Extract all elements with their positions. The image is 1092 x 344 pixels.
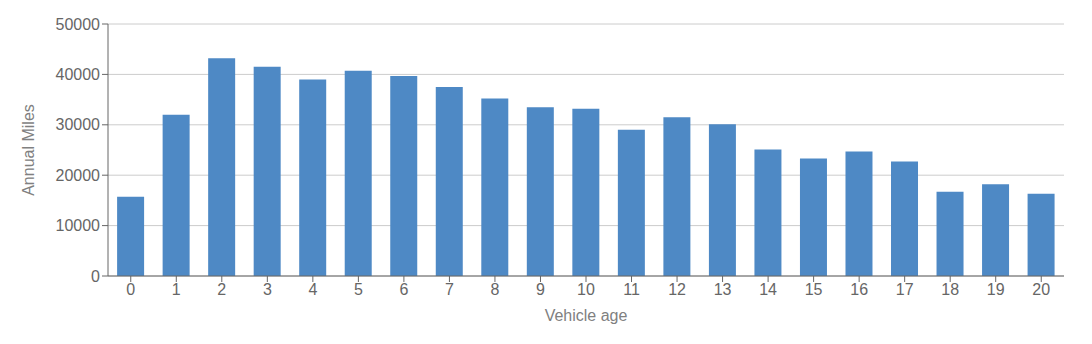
- svg-text:18: 18: [941, 281, 959, 298]
- svg-text:10000: 10000: [56, 217, 101, 234]
- svg-text:20: 20: [1032, 281, 1050, 298]
- svg-text:3: 3: [263, 281, 272, 298]
- svg-text:15: 15: [805, 281, 823, 298]
- svg-text:7: 7: [445, 281, 454, 298]
- svg-text:0: 0: [126, 281, 135, 298]
- svg-text:19: 19: [987, 281, 1005, 298]
- svg-text:13: 13: [714, 281, 732, 298]
- svg-text:20000: 20000: [56, 167, 101, 184]
- svg-text:1: 1: [172, 281, 181, 298]
- svg-text:2: 2: [217, 281, 226, 298]
- svg-text:4: 4: [308, 281, 317, 298]
- svg-text:40000: 40000: [56, 66, 101, 83]
- svg-text:30000: 30000: [56, 116, 101, 133]
- svg-text:6: 6: [399, 281, 408, 298]
- svg-text:50000: 50000: [56, 16, 101, 33]
- svg-text:16: 16: [850, 281, 868, 298]
- svg-text:8: 8: [490, 281, 499, 298]
- svg-text:Annual Miles: Annual Miles: [20, 104, 37, 196]
- svg-text:Vehicle age: Vehicle age: [545, 307, 628, 324]
- svg-text:17: 17: [896, 281, 914, 298]
- svg-text:10: 10: [577, 281, 595, 298]
- svg-text:0: 0: [91, 268, 100, 285]
- svg-text:12: 12: [668, 281, 686, 298]
- svg-text:14: 14: [759, 281, 777, 298]
- svg-text:5: 5: [354, 281, 363, 298]
- svg-text:9: 9: [536, 281, 545, 298]
- svg-text:11: 11: [623, 281, 640, 298]
